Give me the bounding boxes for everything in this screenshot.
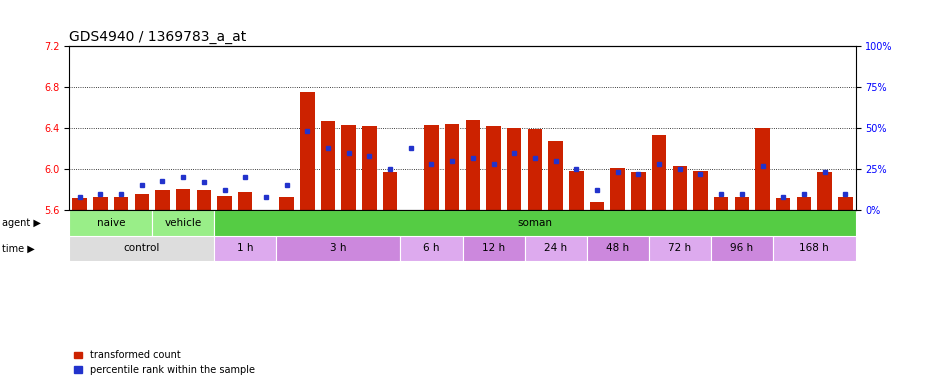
Bar	[672, 166, 687, 210]
Bar	[69, 210, 152, 236]
Bar	[524, 236, 586, 261]
Bar	[796, 197, 811, 210]
Text: 48 h: 48 h	[606, 243, 629, 253]
Bar	[217, 196, 232, 210]
Bar	[586, 236, 648, 261]
Bar	[277, 236, 401, 261]
Bar	[631, 172, 646, 210]
Bar	[773, 236, 856, 261]
Bar	[114, 197, 129, 210]
Bar	[445, 124, 460, 210]
Text: 24 h: 24 h	[544, 243, 567, 253]
Text: vehicle: vehicle	[165, 218, 202, 228]
Bar	[238, 192, 253, 210]
Text: 3 h: 3 h	[330, 243, 347, 253]
Legend: transformed count, percentile rank within the sample: transformed count, percentile rank withi…	[74, 351, 254, 375]
Bar	[818, 172, 832, 210]
Bar	[527, 129, 542, 210]
Bar	[487, 126, 500, 210]
Text: 168 h: 168 h	[799, 243, 829, 253]
Text: time ▶: time ▶	[2, 243, 34, 253]
Bar	[383, 172, 398, 210]
Bar	[652, 135, 666, 210]
Bar	[279, 197, 294, 210]
Text: soman: soman	[517, 218, 552, 228]
Bar	[401, 236, 462, 261]
Bar	[215, 236, 277, 261]
Text: 96 h: 96 h	[730, 243, 753, 253]
Bar	[507, 128, 522, 210]
Text: 12 h: 12 h	[482, 243, 505, 253]
Bar	[710, 236, 773, 261]
Bar	[341, 125, 356, 210]
Bar	[197, 190, 211, 210]
Bar	[321, 121, 335, 210]
Bar	[93, 197, 107, 210]
Bar	[69, 236, 215, 261]
Bar	[403, 210, 418, 212]
Bar	[176, 189, 191, 210]
Bar	[569, 171, 584, 210]
Text: 6 h: 6 h	[424, 243, 439, 253]
Bar	[734, 197, 749, 210]
Bar	[648, 236, 710, 261]
Bar	[300, 92, 314, 210]
Bar	[610, 168, 625, 210]
Bar	[72, 198, 87, 210]
Text: control: control	[124, 243, 160, 253]
Text: naive: naive	[96, 218, 125, 228]
Bar	[155, 190, 169, 210]
Text: agent ▶: agent ▶	[2, 218, 41, 228]
Bar	[134, 194, 149, 210]
Bar	[590, 202, 604, 210]
Bar	[425, 125, 438, 210]
Bar	[462, 236, 524, 261]
Bar	[714, 197, 728, 210]
Bar	[465, 120, 480, 210]
Bar	[549, 141, 562, 210]
Text: 1 h: 1 h	[237, 243, 253, 253]
Bar	[259, 210, 273, 213]
Bar	[215, 210, 856, 236]
Bar	[363, 126, 376, 210]
Text: GDS4940 / 1369783_a_at: GDS4940 / 1369783_a_at	[69, 30, 247, 44]
Text: 72 h: 72 h	[668, 243, 691, 253]
Bar	[152, 210, 215, 236]
Bar	[776, 198, 791, 210]
Bar	[693, 171, 708, 210]
Bar	[838, 197, 853, 210]
Bar	[756, 128, 770, 210]
